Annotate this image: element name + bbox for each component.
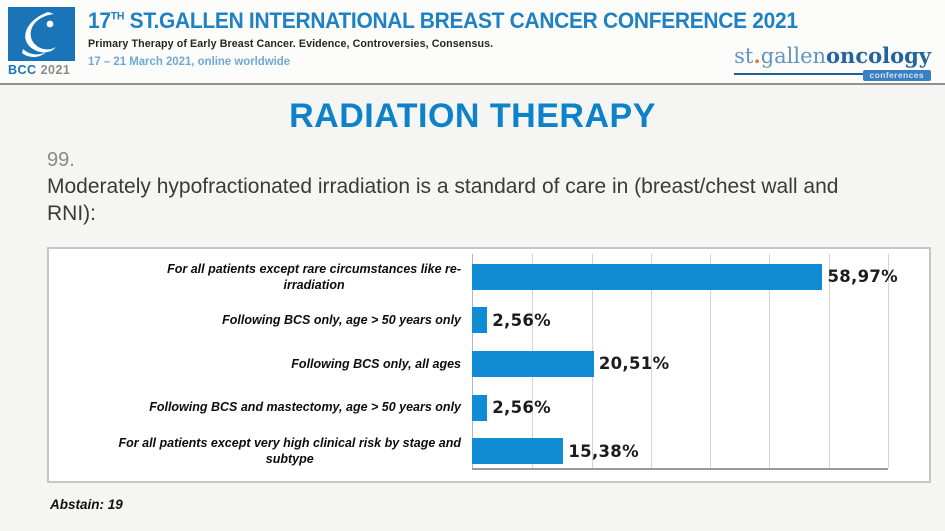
category-label-text: For all patients except rare circumstanc… [167, 261, 461, 292]
gridline [710, 254, 712, 468]
category-label: Following BCS and mastectomy, age > 50 y… [49, 399, 472, 415]
category-label-text: Following BCS and mastectomy, age > 50 y… [149, 400, 461, 415]
conference-title: 17TH ST.GALLEN INTERNATIONAL BREAST CANC… [88, 8, 798, 34]
title-ordinal: TH [110, 10, 125, 23]
bcc-logo-caption: BCC 2021 [8, 63, 86, 77]
bar [472, 350, 594, 377]
org-logo-dot: . [753, 43, 761, 68]
conference-titles: 17TH ST.GALLEN INTERNATIONAL BREAST CANC… [88, 8, 851, 68]
conferences-badge: conferences [862, 69, 931, 82]
title-number: 17 [88, 8, 111, 33]
bcc-year: 2021 [40, 63, 71, 77]
bar-track: 15,38% [472, 429, 929, 473]
conference-subtitle: Primary Therapy of Early Breast Cancer. … [88, 38, 494, 50]
category-label: For all patients except rare circumstanc… [49, 261, 472, 294]
bar-track: 58,97% [472, 255, 929, 299]
title-text: ST.GALLEN INTERNATIONAL BREAST CANCER CO… [124, 8, 798, 33]
bcc-logo [8, 7, 75, 61]
abstain-note: Abstain: 19 [50, 497, 123, 512]
bar [472, 438, 564, 465]
bar [472, 394, 488, 421]
bar [472, 307, 488, 334]
chart-row: Following BCS only, age > 50 years only … [49, 299, 929, 343]
question-text: Moderately hypofractionated irradiation … [47, 175, 839, 226]
poll-bar-chart: For all patients except rare circumstanc… [47, 247, 931, 483]
org-logo-oncology: oncology [826, 43, 931, 68]
bar-track: 20,51% [472, 342, 929, 386]
gridline [769, 254, 771, 468]
bar-track: 2,56% [472, 299, 929, 343]
category-label-text: Following BCS only, all ages [291, 356, 461, 371]
bar-value-label: 20,51% [598, 354, 670, 374]
category-label: Following BCS only, age > 50 years only [49, 312, 472, 328]
stgallen-oncology-logo: st.gallenoncology conferences [734, 43, 931, 82]
org-logo-st: st [734, 44, 754, 68]
chart-rows: For all patients except rare circumstanc… [49, 255, 929, 473]
bar-value-label: 58,97% [827, 267, 898, 287]
org-logo-gallen: gallen [760, 44, 827, 68]
bar-track: 2,56% [472, 386, 929, 430]
bar-value-label: 15,38% [568, 441, 639, 461]
question-number: 99. [47, 149, 75, 171]
bar-value-label: 2,56% [492, 310, 551, 330]
bar-value-label: 2,56% [492, 398, 551, 418]
category-label-text: Following BCS only, age > 50 years only [222, 313, 461, 328]
bcc-label: BCC [8, 63, 37, 77]
chart-row: Following BCS and mastectomy, age > 50 y… [49, 386, 929, 430]
page-title: RADIATION THERAPY [289, 97, 656, 135]
gridline [828, 254, 830, 468]
gridline [650, 254, 652, 468]
conference-header: BCC 2021 17TH ST.GALLEN INTERNATIONAL BR… [0, 0, 945, 85]
category-label-text: For all patients except very high clinic… [118, 435, 461, 467]
category-label: For all patients except very high clinic… [49, 435, 472, 468]
swan-icon [22, 12, 56, 57]
conference-dates: 17 – 21 March 2021, online worldwide [88, 54, 291, 68]
chart-row: For all patients except rare circumstanc… [49, 255, 929, 299]
bar [472, 263, 823, 290]
category-label: Following BCS only, all ages [49, 356, 472, 372]
gridline [888, 254, 889, 468]
chart-row: For all patients except very high clinic… [49, 429, 929, 473]
chart-row: Following BCS only, all ages 20,51% [49, 342, 929, 386]
